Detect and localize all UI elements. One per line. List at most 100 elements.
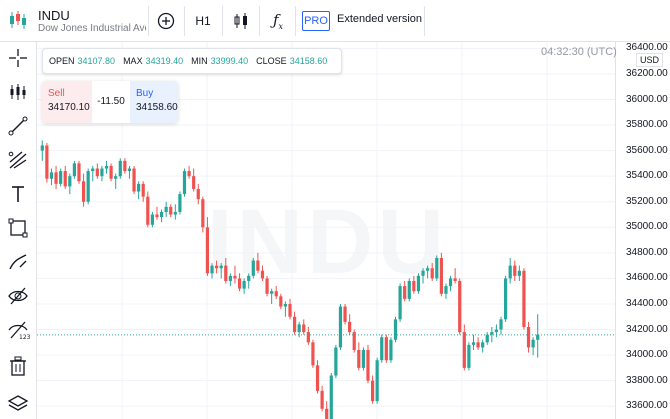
price-tick-label: 36000.00 (626, 93, 668, 105)
pro-badge[interactable]: PRO (302, 11, 330, 31)
svg-text:123: 123 (19, 334, 30, 341)
candle (490, 326, 494, 343)
price-tick-label: 34200.00 (626, 323, 668, 335)
indicators-button[interactable]: ƒx (265, 9, 291, 33)
candle (439, 252, 443, 297)
close-value: 34158.60 (289, 56, 328, 66)
crosshair-icon[interactable] (6, 46, 30, 70)
chart-type-button[interactable] (228, 9, 254, 33)
candle-type-icon (234, 13, 247, 29)
buy-label: Buy (136, 88, 154, 99)
candle (137, 181, 141, 200)
candle (485, 332, 489, 345)
candle (522, 268, 526, 330)
candle (141, 181, 145, 202)
price-axis[interactable]: 36400.00 36200.00 36000.00 35800.00 35600.00… (615, 42, 670, 419)
candle (416, 273, 421, 294)
candle (159, 209, 164, 223)
candle (375, 357, 379, 404)
candle (146, 191, 150, 228)
candle (499, 316, 503, 335)
divider (184, 6, 185, 36)
candle (256, 252, 260, 274)
currency-badge: USD (636, 53, 664, 67)
extended-version-link[interactable]: Extended version (337, 13, 422, 25)
candle (453, 268, 457, 284)
candle (49, 168, 54, 186)
candle (338, 303, 343, 350)
candle (150, 211, 154, 228)
candle (513, 260, 517, 281)
buy-button[interactable]: Buy 34158.60 (130, 81, 178, 123)
indicators-icon[interactable] (6, 80, 30, 104)
fib-icon[interactable] (6, 148, 30, 172)
candle (118, 158, 122, 179)
price-tick-label: 35000.00 (626, 221, 668, 233)
open-label: OPEN (49, 56, 75, 66)
close-label: CLOSE (256, 56, 287, 66)
symbol-watermark: INDU (207, 191, 448, 293)
rectangle-icon[interactable] (6, 216, 30, 240)
candle (182, 168, 187, 197)
candle (283, 301, 288, 317)
delete-icon[interactable] (6, 354, 30, 378)
candle (155, 206, 159, 220)
candle (462, 324, 466, 371)
symbol-label[interactable]: INDU (38, 8, 70, 23)
candle (187, 165, 191, 179)
candle (196, 183, 200, 205)
candle (306, 326, 310, 345)
candle (288, 298, 292, 320)
candle (407, 278, 411, 302)
candle (389, 337, 393, 363)
candle (517, 265, 521, 281)
layers-icon[interactable] (6, 392, 30, 416)
symbol-description: Dow Jones Industrial Ave (38, 23, 146, 34)
candle (205, 217, 210, 276)
candle (503, 275, 508, 322)
candle (192, 168, 196, 192)
ruler-icon[interactable]: 123 (6, 318, 30, 342)
candle (219, 263, 223, 279)
trend-line-icon[interactable] (6, 114, 30, 138)
candle (114, 173, 118, 189)
candle (467, 342, 471, 371)
candle (370, 375, 375, 404)
sell-price: 34170.10 (48, 102, 90, 113)
candle (123, 158, 127, 174)
min-label: MIN (191, 56, 208, 66)
candle (237, 273, 242, 292)
candles-logo-icon (10, 11, 26, 29)
price-tick-label: 34800.00 (626, 246, 668, 258)
candle (421, 268, 425, 284)
interval-button[interactable]: H1 (195, 14, 211, 28)
candle (471, 334, 476, 350)
candle (302, 319, 306, 335)
candle (448, 275, 453, 292)
candle (77, 160, 81, 184)
sell-button[interactable]: Sell 34170.10 (42, 81, 92, 123)
compare-button[interactable] (153, 9, 179, 33)
candle (348, 314, 352, 335)
price-tick-label: 35800.00 (626, 119, 668, 131)
candle (224, 257, 228, 284)
candle (95, 163, 99, 179)
text-icon[interactable] (6, 182, 30, 206)
candle (104, 160, 109, 174)
price-tick-label: 36400.00 (626, 42, 668, 54)
candle (270, 288, 274, 304)
candle (426, 265, 430, 279)
candle (228, 273, 232, 287)
candle (233, 265, 237, 284)
candle (72, 160, 77, 179)
candle (329, 372, 333, 419)
sell-label: Sell (48, 88, 65, 99)
brush-icon[interactable] (6, 250, 30, 274)
server-clock: 04:32:30 (UTC) (541, 46, 617, 58)
candle (398, 283, 402, 322)
eye-icon[interactable] (6, 284, 30, 308)
candle (251, 257, 255, 279)
candle (536, 314, 540, 358)
divider (222, 6, 223, 36)
candle (297, 321, 301, 338)
